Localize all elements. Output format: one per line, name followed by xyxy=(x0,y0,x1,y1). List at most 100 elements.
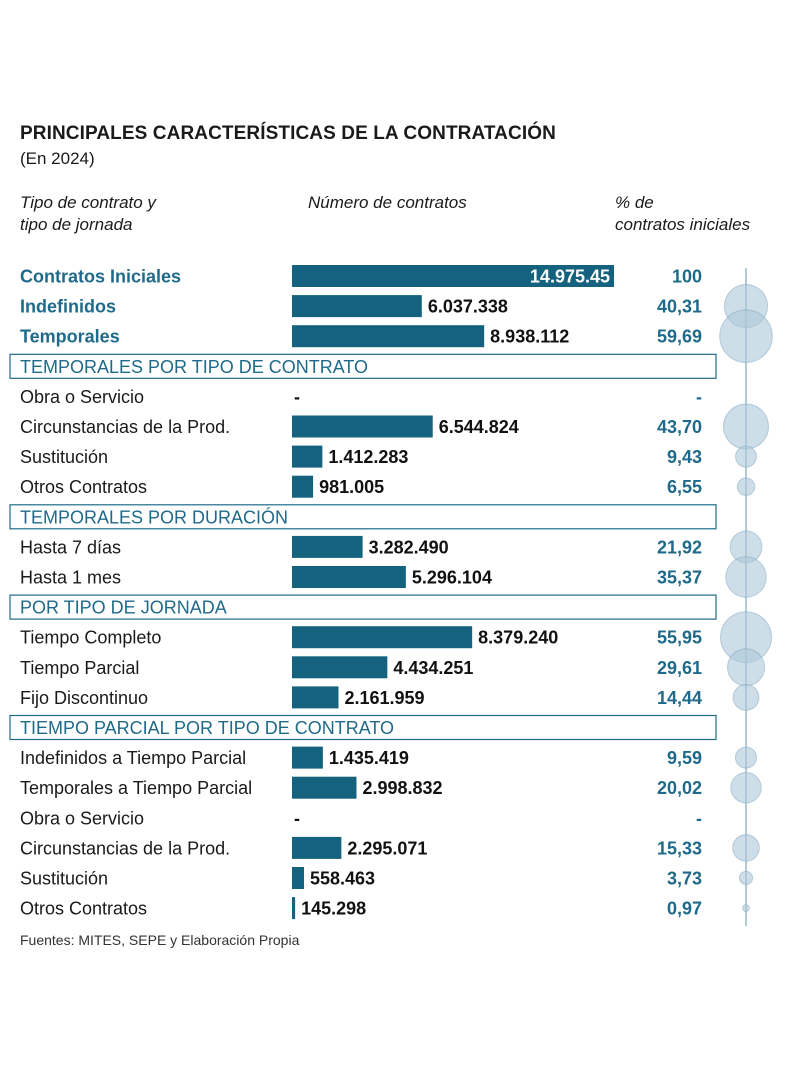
pct-value-label: - xyxy=(696,808,702,828)
bar xyxy=(292,656,388,679)
chart-title: PRINCIPALES CARACTERÍSTICAS DE LA CONTRA… xyxy=(20,123,556,144)
bar xyxy=(292,867,305,889)
bar-value-label: 14.975.45 xyxy=(530,267,610,287)
bar xyxy=(292,325,485,348)
bar xyxy=(292,686,339,709)
pct-bubble xyxy=(736,477,756,496)
pct-value-label: 9,59 xyxy=(667,748,702,768)
column-header-type: Tipo de contrato y tipo de jornada xyxy=(20,192,220,236)
bar xyxy=(292,535,363,558)
pct-bubble xyxy=(738,870,754,886)
column-header-pct-line1: % de xyxy=(615,193,654,212)
row-label: Obra o Servicio xyxy=(20,808,144,828)
column-header-count: Número de contratos xyxy=(308,193,467,212)
row-label: Temporales a Tiempo Parcial xyxy=(20,778,252,798)
row-label: Obra o Servicio xyxy=(20,387,144,407)
bar-value-label: 4.434.251 xyxy=(393,658,473,678)
bar-value-label: 981.005 xyxy=(319,477,384,497)
pct-bubble xyxy=(725,556,767,598)
row-label: Fijo Discontinuo xyxy=(20,688,148,708)
pct-bubble xyxy=(730,771,762,804)
bar-value-label: 2.161.959 xyxy=(344,688,424,708)
bar xyxy=(292,415,433,438)
bar-value-label: 1.435.419 xyxy=(329,748,409,768)
bar xyxy=(292,566,406,588)
pct-bubble xyxy=(732,834,760,862)
row-label: Circunstancias de la Prod. xyxy=(20,838,230,858)
bar-value-label: 145.298 xyxy=(301,899,366,919)
section-header-label: POR TIPO DE JORNADA xyxy=(20,598,227,618)
row-label: Indefinidos a Tiempo Parcial xyxy=(20,748,246,768)
pct-bubble xyxy=(723,403,769,450)
pct-bubble xyxy=(735,445,757,468)
column-header-pct-line2: contratos iniciales xyxy=(615,215,751,234)
row-label: Tiempo Completo xyxy=(20,628,161,648)
row-label: Contratos Iniciales xyxy=(20,267,181,287)
bar-value-label: 2.998.832 xyxy=(362,778,442,798)
row-label: Sustitución xyxy=(20,869,108,889)
pct-value-label: 21,92 xyxy=(657,537,702,557)
bar xyxy=(292,626,473,649)
bar-value-label: 1.412.283 xyxy=(328,447,408,467)
pct-value-label: 59,69 xyxy=(657,327,702,347)
pct-value-label: 3,73 xyxy=(667,869,702,889)
pct-value-label: 6,55 xyxy=(667,477,702,497)
bar-value-label: 2.295.071 xyxy=(347,838,427,858)
pct-bubble xyxy=(732,683,760,711)
column-header-pct: % de contratos iniciales xyxy=(615,192,795,236)
row-label: Tiempo Parcial xyxy=(20,658,139,678)
column-header-type-line2: tipo de jornada xyxy=(20,215,133,234)
chart-subtitle: (En 2024) xyxy=(20,149,95,168)
bar-value-label: 3.282.490 xyxy=(369,537,449,557)
row-label: Temporales xyxy=(20,327,120,347)
row-label: Hasta 7 días xyxy=(20,537,121,557)
pct-value-label: 40,31 xyxy=(657,297,702,317)
bar xyxy=(292,897,296,920)
pct-value-label: 14,44 xyxy=(657,688,702,708)
pct-value-label: 43,70 xyxy=(657,417,702,437)
section-header-box xyxy=(9,353,717,379)
bar-value-label: - xyxy=(294,387,300,407)
bar xyxy=(292,776,357,799)
row-label: Indefinidos xyxy=(20,297,116,317)
bar xyxy=(292,445,323,468)
pct-value-label: 0,97 xyxy=(667,899,702,919)
pct-value-label: 29,61 xyxy=(657,658,702,678)
bar-value-label: 8.938.112 xyxy=(490,327,569,347)
bar xyxy=(292,746,323,769)
row-label: Sustitución xyxy=(20,447,108,467)
pct-value-label: 100 xyxy=(672,267,702,287)
section-header-label: TEMPORALES POR TIPO DE CONTRATO xyxy=(20,357,368,377)
pct-bubble xyxy=(734,746,758,769)
pct-value-label: 20,02 xyxy=(657,778,702,798)
bar-value-label: 5.296.104 xyxy=(412,568,492,588)
pct-bubble xyxy=(719,309,773,363)
pct-value-label: 15,33 xyxy=(657,838,702,858)
bar-value-label: 6.037.338 xyxy=(428,297,508,317)
row-label: Otros Contratos xyxy=(20,899,147,919)
bar xyxy=(292,295,422,318)
pct-value-label: - xyxy=(696,387,702,407)
pct-bubble xyxy=(726,648,766,687)
pct-bubble xyxy=(742,904,750,912)
bar xyxy=(292,265,614,287)
bar-value-label: 558.463 xyxy=(310,869,375,889)
section-header-box xyxy=(9,504,717,530)
row-label: Hasta 1 mes xyxy=(20,568,121,588)
row-label: Otros Contratos xyxy=(20,477,147,497)
bar xyxy=(292,836,342,859)
column-header-type-line1: Tipo de contrato y xyxy=(20,193,156,212)
section-header-box xyxy=(9,714,717,741)
bar xyxy=(292,475,314,498)
bar-value-label: - xyxy=(294,808,300,828)
bar-value-label: 8.379.240 xyxy=(478,628,558,648)
row-label: Circunstancias de la Prod. xyxy=(20,417,230,437)
pct-value-label: 35,37 xyxy=(657,568,702,588)
bar-value-label: 6.544.824 xyxy=(439,417,519,437)
section-header-label: TIEMPO PARCIAL POR TIPO DE CONTRATO xyxy=(20,718,394,738)
section-header-box xyxy=(9,594,717,620)
pct-value-label: 55,95 xyxy=(657,628,702,648)
source-note: Fuentes: MITES, SEPE y Elaboración Propi… xyxy=(20,932,300,948)
pct-value-label: 9,43 xyxy=(667,447,702,467)
